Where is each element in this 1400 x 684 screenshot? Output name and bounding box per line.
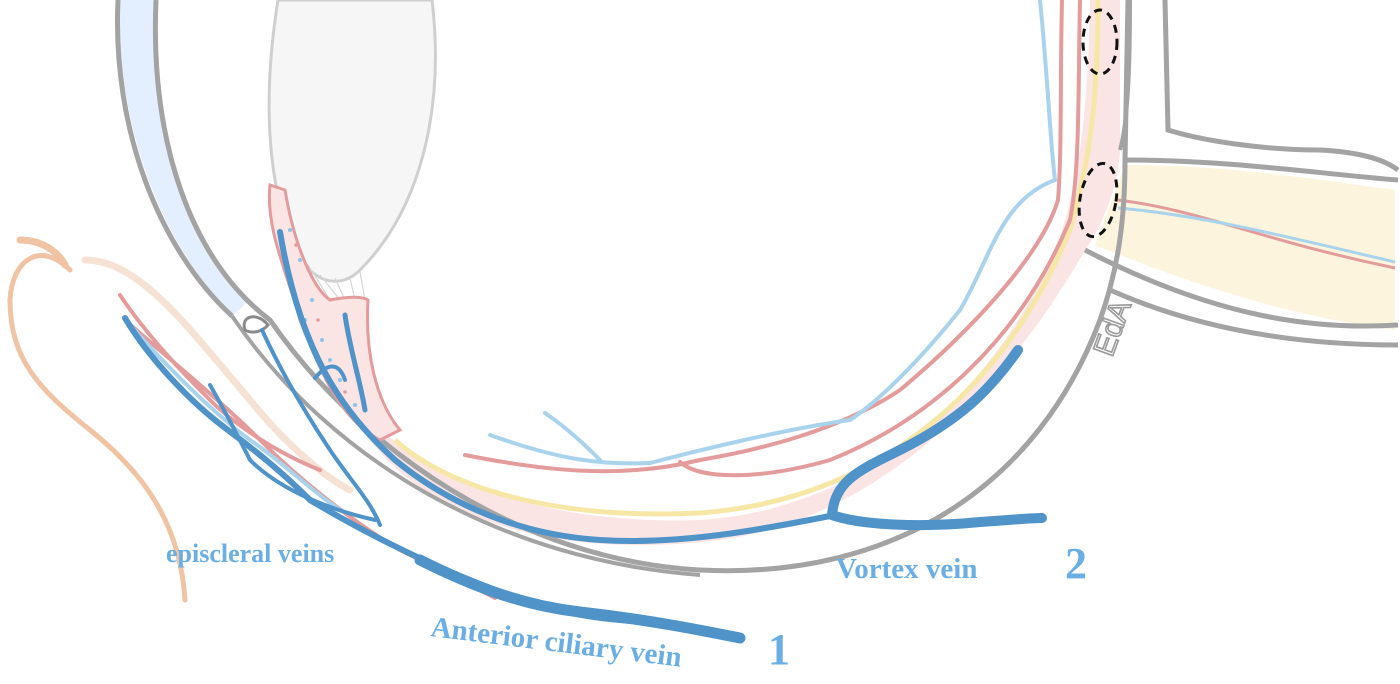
sclera [152,0,1132,577]
cornea [114,0,250,318]
lens [267,0,437,301]
dashed-ellipse-top [1081,8,1119,76]
light-blue-vessels [128,0,1058,512]
nerve-sheath [1108,0,1400,348]
optic-nerve [1083,157,1399,330]
label-number-1: 1 [768,625,790,674]
dark-blue-veins [122,229,1047,644]
artist-signature: EdA [1087,295,1139,361]
red-vessels [118,0,1082,600]
label-number-2: 2 [1065,539,1087,588]
schlemms-canal [242,315,270,334]
signature-text: EdA [1088,296,1138,361]
dashed-ellipse-middle [1077,161,1119,239]
vortex-vein-path [826,345,1047,531]
label-vortex-vein: Vortex vein [836,553,978,585]
dashed-markers [1077,8,1119,239]
label-episcleral-veins: episcleral veins [166,539,334,568]
choroid-band [350,0,1120,546]
